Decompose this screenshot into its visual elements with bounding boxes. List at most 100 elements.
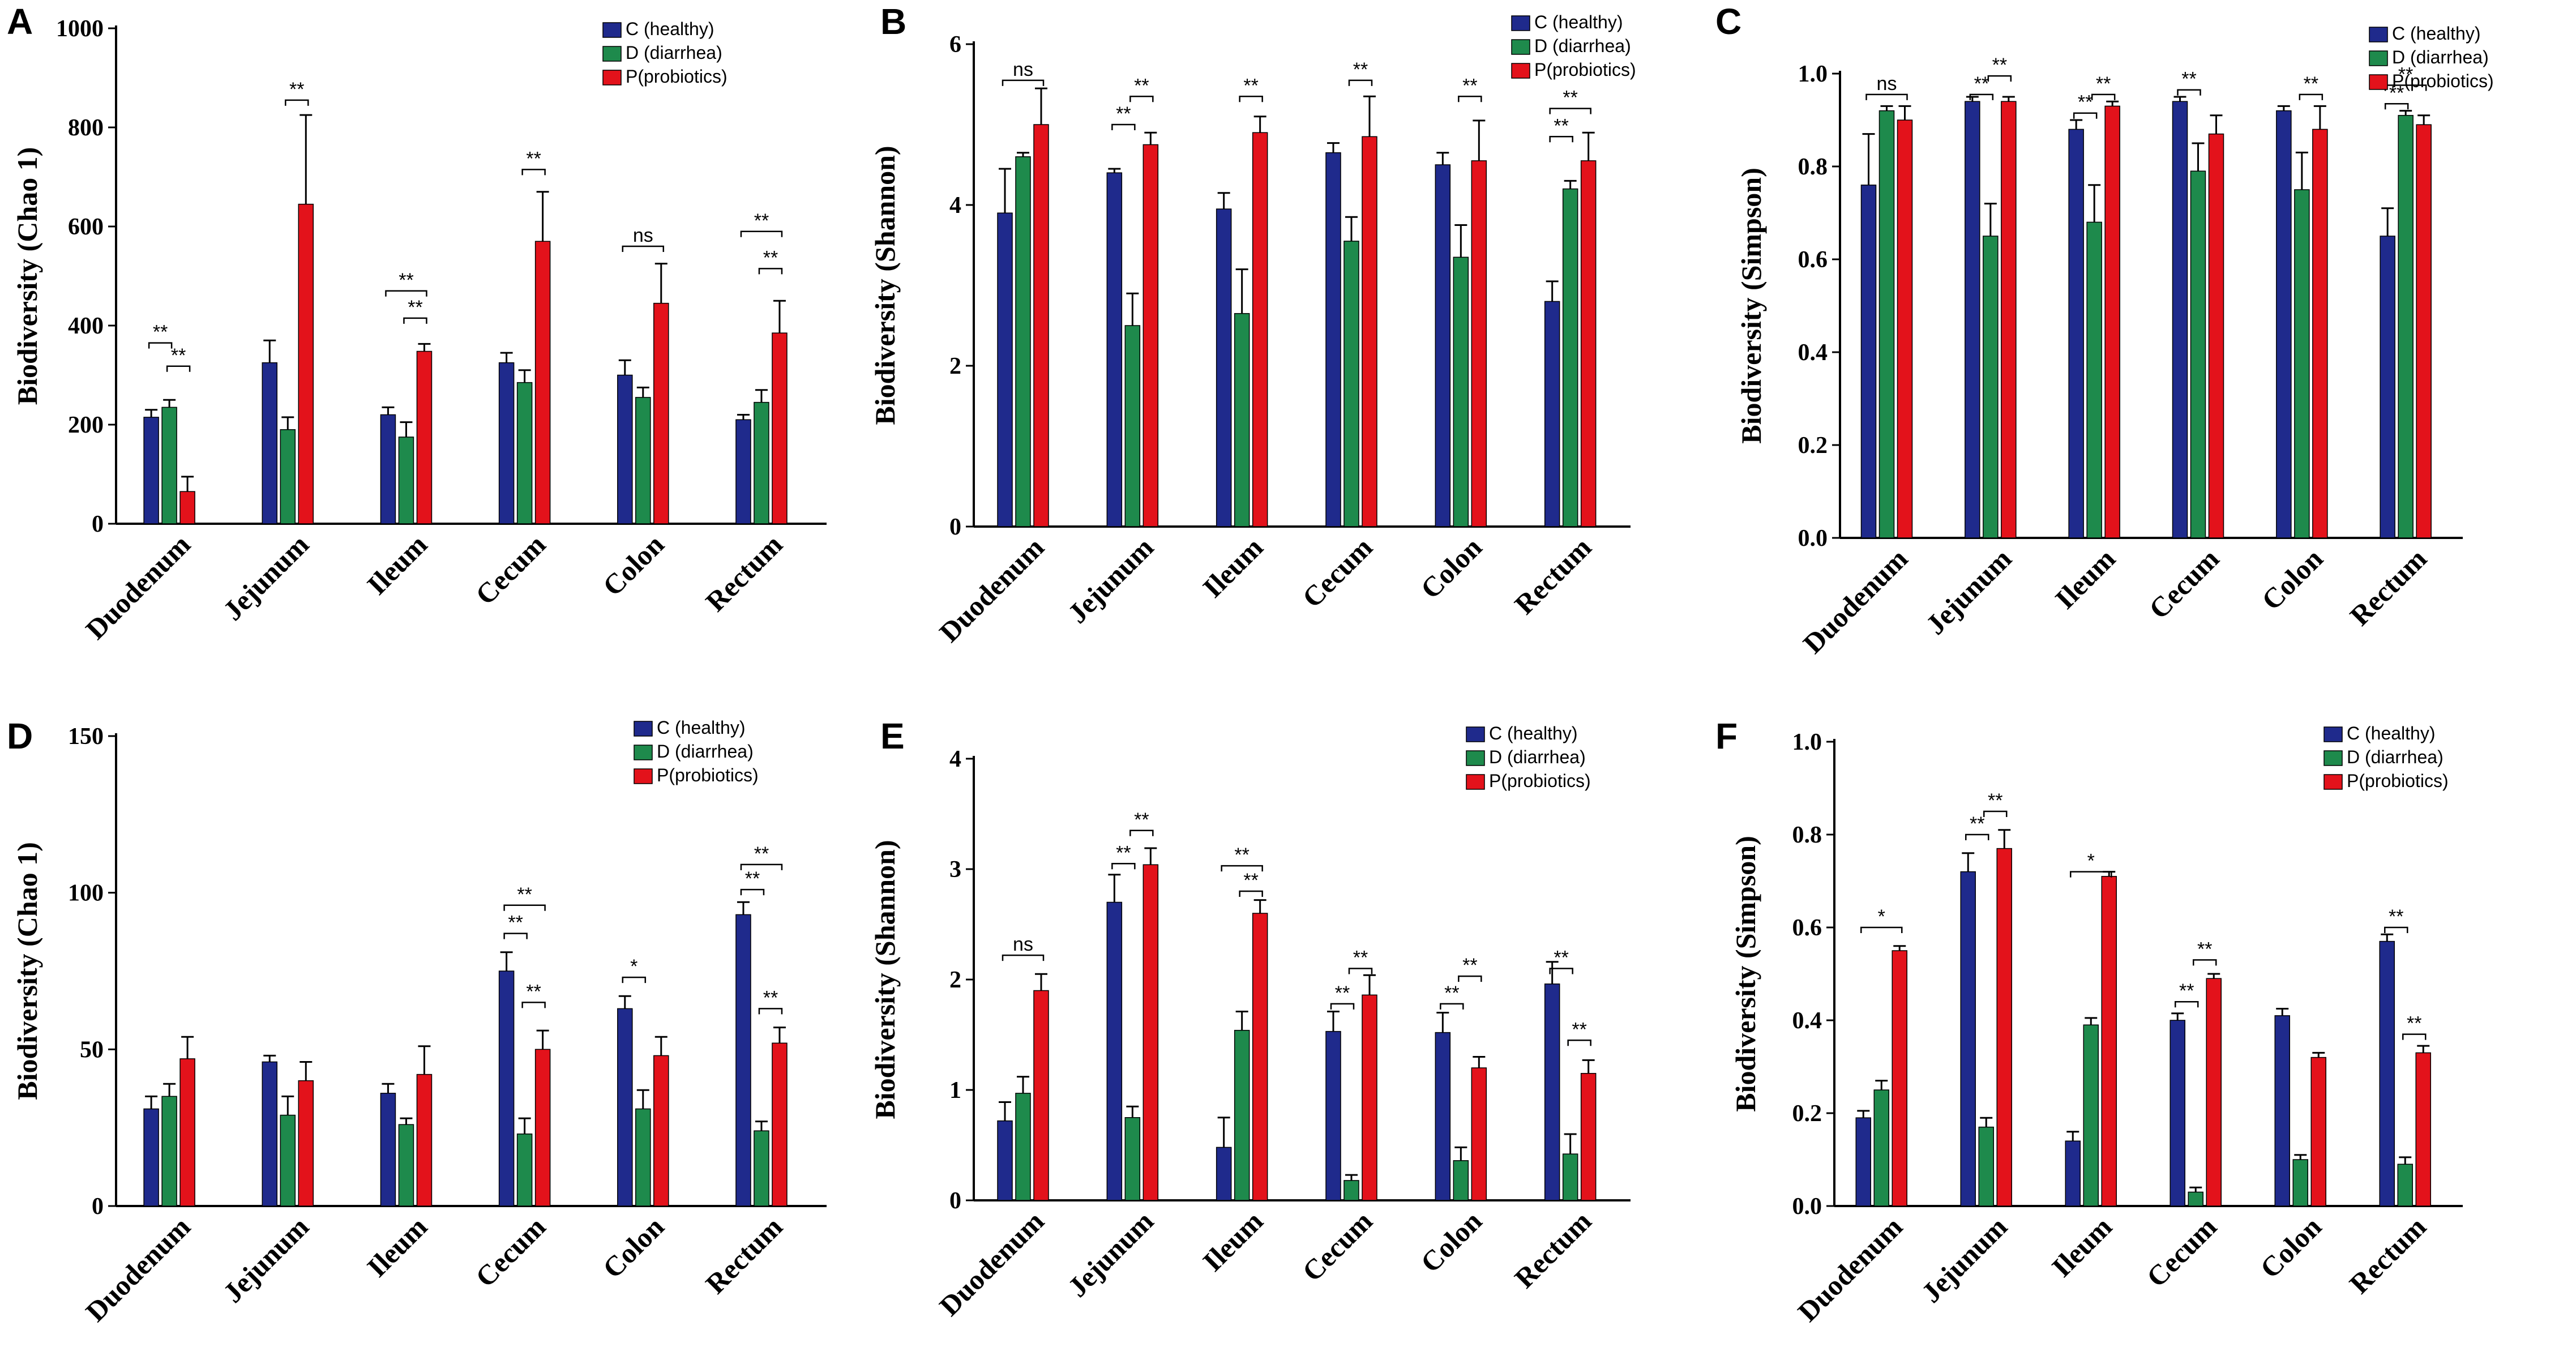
significance-label: ** [1134,809,1149,831]
legend-entry: P(probiotics) [2392,71,2494,91]
y-tick-label: 0.0 [1792,1194,1822,1220]
significance-bracket [622,245,665,252]
bar [143,1108,159,1207]
bar [516,1133,533,1207]
x-tick-label: Cecum [2140,1211,2223,1293]
legend-swatch [634,768,653,784]
y-axis-label: Biodiversity (Shannon) [869,840,901,1119]
legend-entry: D (diarrhea) [2347,747,2444,767]
bar [617,374,633,524]
significance-label: ** [2197,938,2212,960]
significance-label: ** [517,884,532,905]
legend: C (healthy) D (diarrhea) P(probiotics) [2369,23,2494,91]
legend-entry: C (healthy) [2392,23,2481,44]
significance-bracket [1002,954,1045,961]
significance-label: ** [1353,59,1368,80]
significance-bracket [1129,96,1154,102]
legend-entry: D (diarrhea) [626,42,722,63]
panel-label: D [7,716,33,756]
bar [635,397,651,524]
significance-label: ns [1877,73,1897,95]
significance-label: ** [763,247,778,268]
significance-label: ** [289,79,304,100]
y-tick-label: 2 [949,353,961,379]
significance-label: ** [1353,947,1368,969]
legend-entry: P(probiotics) [1534,59,1636,80]
y-tick-label: 1.0 [1798,61,1828,87]
y-axis-label: Biodiversity (Chao 1) [11,147,43,405]
bar [1978,1126,1994,1207]
legend-entry: D (diarrhea) [657,741,754,762]
panel-d: D 0 50 100 150 Biodiversity (Chao 1) Duodenum J… [7,716,827,1328]
y-tick-label: 100 [68,880,104,906]
y-tick-label: 3 [949,857,961,883]
x-tick-label: Cecum [2143,542,2226,625]
bar [653,1055,669,1207]
legend-entry: P(probiotics) [626,66,728,87]
legend-swatch [1511,63,1530,79]
legend-swatch [634,745,653,760]
significance-bracket [1965,833,1989,840]
bar [179,1058,195,1207]
bar [1234,313,1250,527]
bar [735,419,751,524]
bar [1216,1147,1232,1201]
bar [2397,1164,2413,1207]
legend-swatch [602,46,622,62]
bar [2190,170,2206,538]
significance-label: ** [2407,1013,2421,1034]
bar [1562,188,1578,527]
significance-bracket [2177,89,2201,96]
bar [1855,1117,1871,1207]
x-tick-label: Duodenum [1797,542,1914,660]
legend-entry: D (diarrhea) [2392,47,2489,67]
significance-bracket [1549,968,1573,974]
significance-bracket [1458,96,1482,102]
bar [2415,1052,2431,1207]
significance-label: ** [399,270,413,291]
y-tick-label: 1.0 [1792,729,1822,755]
bar [997,1120,1013,1201]
legend-swatch [1466,774,1485,790]
bar [262,362,278,524]
bar [1471,1067,1487,1201]
bar [2101,876,2117,1207]
significance-label: ** [526,981,541,1002]
panel-label: F [1715,716,1738,756]
significance-label: ** [508,912,523,934]
x-tick-label: Jejunum [1062,531,1159,629]
x-tick-label: Duodenum [79,1211,196,1328]
bar [2310,1057,2326,1207]
x-tick-label: Jejunum [1062,1205,1159,1303]
legend-entry: D (diarrhea) [1489,747,1586,767]
legend-entry: C (healthy) [657,717,746,738]
significance-label: ** [2179,980,2194,1002]
significance-label: ** [1462,75,1477,96]
x-tick-label: Rectum [2343,1211,2432,1299]
x-tick-label: Duodenum [79,528,196,645]
legend-swatch [634,721,653,737]
significance-bracket [521,1002,546,1008]
significance-bracket [1860,926,1903,933]
legend-entry: C (healthy) [1489,723,1578,743]
x-tick-label: Cecum [1296,531,1379,614]
significance-bracket [503,933,528,939]
significance-label: ** [2389,906,2403,927]
significance-bracket [1348,79,1373,86]
significance-label: ns [1013,934,1033,955]
significance-label: ** [1992,54,2007,76]
x-tick-label: Cecum [469,528,552,611]
bar [1580,1073,1597,1201]
bar [2292,1159,2308,1207]
significance-bracket [1221,865,1263,872]
bar [534,241,551,524]
significance-bracket [1239,890,1263,897]
bar [2001,101,2017,538]
bar [2188,1191,2203,1207]
legend-swatch [1511,15,1530,31]
significance-bracket [1549,136,1573,143]
panel-label: A [7,1,33,42]
y-axis-label: Biodiversity (Shannon) [869,146,901,425]
bar [298,1080,314,1207]
bar [179,491,195,524]
